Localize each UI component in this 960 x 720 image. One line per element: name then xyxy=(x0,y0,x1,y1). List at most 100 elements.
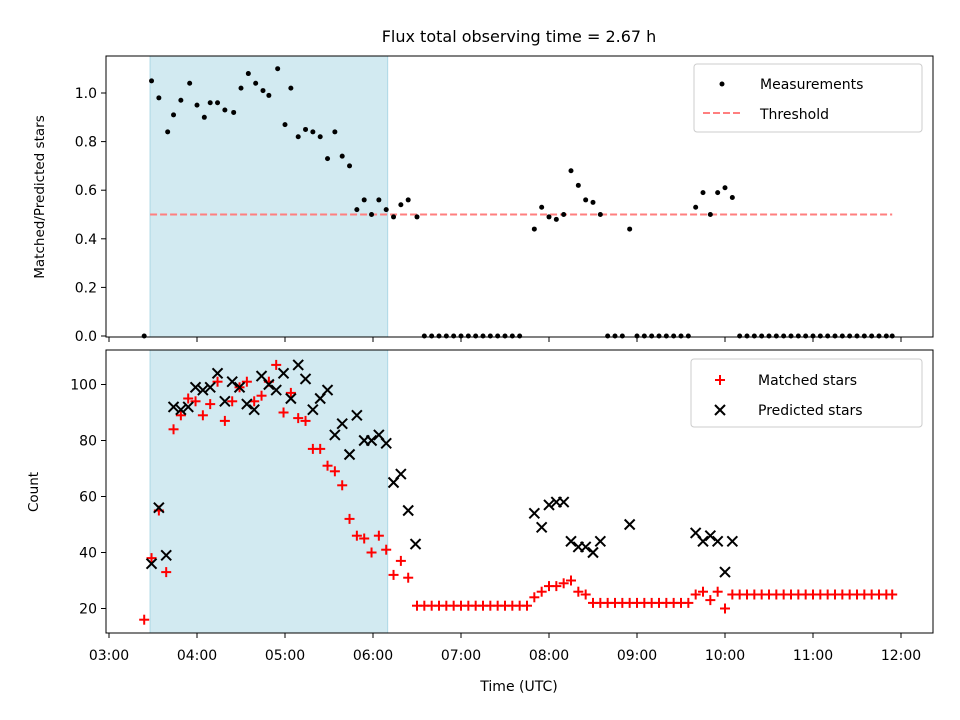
measurement-point xyxy=(561,212,567,217)
measurement-point xyxy=(781,333,787,339)
matched-star-point xyxy=(395,555,406,566)
predicted-star-point xyxy=(167,401,180,413)
measurement-point xyxy=(671,333,677,339)
matched-star-point xyxy=(315,443,326,454)
predicted-star-point xyxy=(248,403,260,416)
measurement-point xyxy=(700,190,706,196)
measurement-point xyxy=(391,214,397,220)
matched-star-point xyxy=(322,460,333,471)
measurement-point xyxy=(759,333,765,339)
measurement-point xyxy=(149,78,155,84)
measurement-point xyxy=(612,333,618,339)
measurement-point xyxy=(883,333,889,339)
measurement-point xyxy=(641,333,647,339)
measurement-point xyxy=(825,333,831,339)
measurement-point xyxy=(788,333,794,339)
measurements-legend-marker xyxy=(719,81,725,87)
measurement-point xyxy=(398,202,404,208)
measurement-point xyxy=(869,333,875,339)
matched-star-point xyxy=(529,592,540,603)
measurement-point xyxy=(201,114,207,120)
predicted-stars-points xyxy=(145,359,739,578)
measurement-point xyxy=(619,333,625,339)
measurement-point xyxy=(678,333,684,339)
measurement-point xyxy=(839,333,845,339)
matched-star-point xyxy=(285,387,296,398)
measurement-point xyxy=(568,168,574,174)
measurement-point xyxy=(354,207,360,213)
measurement-point xyxy=(187,80,193,86)
measurement-point xyxy=(260,88,266,94)
measurement-point xyxy=(266,92,272,98)
x-tick-label: 11:00 xyxy=(793,648,833,664)
y-tick-label: 0.8 xyxy=(75,135,97,151)
predicted-star-point xyxy=(594,535,607,548)
predicted-star-point xyxy=(528,507,541,520)
measurement-point xyxy=(369,212,375,217)
predicted-star-point xyxy=(351,409,363,422)
bottom-plot-frame xyxy=(105,349,934,634)
measurement-point xyxy=(795,333,801,339)
measurement-point xyxy=(889,333,895,339)
measurements-legend-label: Measurements xyxy=(760,77,863,93)
measurement-point xyxy=(473,333,479,339)
measurement-point xyxy=(347,163,353,169)
matched-star-point xyxy=(366,547,377,558)
matched-star-point xyxy=(241,376,252,387)
measurement-point xyxy=(773,333,779,339)
y-tick-label: 0.0 xyxy=(75,329,97,345)
measurement-point xyxy=(361,197,367,203)
measurement-point xyxy=(215,100,221,106)
bottom-legend: Matched stars Predicted stars xyxy=(690,358,923,428)
x-tick-label: 12:00 xyxy=(881,648,921,664)
measurement-point xyxy=(207,100,213,106)
measurement-point xyxy=(509,333,515,339)
measurement-point xyxy=(303,126,309,132)
top-plot-frame xyxy=(105,55,934,338)
matched-star-point xyxy=(359,533,370,544)
measurement-point xyxy=(531,226,537,232)
measurement-point xyxy=(295,134,301,140)
matched-star-point xyxy=(558,578,569,589)
y-tick-label: 0.2 xyxy=(75,280,97,296)
y-tick-label: 1.0 xyxy=(75,86,97,102)
matched-star-point xyxy=(183,393,194,404)
bottom-legend-box xyxy=(690,358,923,428)
bottom-panel: 03:00 04:00 05:00 06:00 07:00 08:00 09:00 10:00… xyxy=(26,349,934,695)
top-legend: Measurements Threshold xyxy=(693,63,923,133)
matched-star-point xyxy=(373,530,384,541)
x-tick-label: 05:00 xyxy=(265,648,305,664)
predicted-star-point xyxy=(711,535,724,548)
x-axis-label: Time (UTC) xyxy=(479,679,557,695)
predicted-star-point xyxy=(697,535,709,548)
measurement-point xyxy=(707,212,713,217)
matched-star-point xyxy=(344,513,355,524)
matched-legend-marker xyxy=(715,375,725,385)
measurement-point xyxy=(766,333,772,339)
predicted-star-point xyxy=(587,546,599,559)
matched-star-point xyxy=(256,390,267,401)
y-tick-label: 100 xyxy=(70,378,97,394)
predicted-star-point xyxy=(623,518,636,531)
measurement-point xyxy=(685,333,691,339)
threshold-legend-label: Threshold xyxy=(759,107,829,123)
measurement-point xyxy=(583,197,589,203)
measurement-point xyxy=(222,107,228,113)
measurement-point xyxy=(436,333,442,339)
predicted-star-point xyxy=(145,557,158,570)
measurement-point xyxy=(729,194,735,200)
matched-star-point xyxy=(522,600,532,611)
predicted-star-point xyxy=(543,499,555,511)
matched-star-point xyxy=(146,553,157,564)
matched-star-point xyxy=(705,595,716,606)
predicted-star-point xyxy=(726,535,739,548)
predicted-legend-marker xyxy=(714,404,726,416)
predicted-star-point xyxy=(160,549,172,562)
matched-star-point xyxy=(698,586,708,597)
measurement-point xyxy=(429,333,435,339)
predicted-star-point xyxy=(329,429,341,441)
predicted-star-point xyxy=(535,521,548,534)
matched-star-point xyxy=(271,359,282,370)
measurement-point xyxy=(876,333,882,339)
